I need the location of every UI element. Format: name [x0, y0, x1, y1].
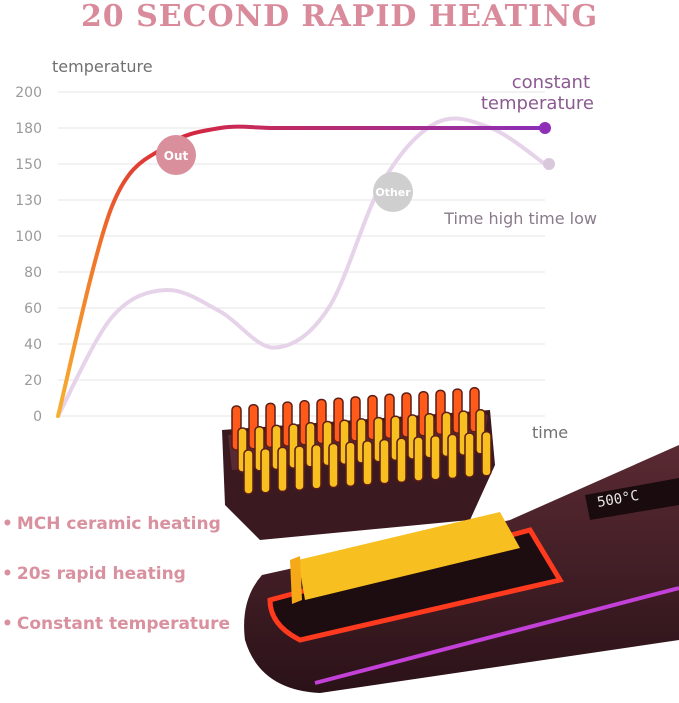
badge-other-label: Other	[375, 186, 411, 199]
bristle	[294, 445, 305, 491]
device-body: 500°C	[244, 445, 679, 693]
y-tick-label: 150	[15, 157, 42, 173]
series-out-line	[56, 124, 547, 418]
badge-out-label: Out	[164, 149, 189, 163]
y-tick-label: 80	[24, 265, 42, 281]
bristle	[362, 440, 373, 486]
annotation-constant-temperature: constant temperature	[481, 72, 594, 114]
y-axis-ticks: 0 20 40 60 80 100 130 150 180 200	[15, 85, 42, 425]
series-other-line	[56, 116, 547, 418]
y-tick-label: 20	[24, 373, 42, 389]
feature-mch-ceramic: • MCH ceramic heating	[2, 514, 221, 534]
bristle	[430, 434, 441, 481]
annotation-constant-line2: temperature	[481, 93, 594, 114]
x-axis-label: time	[532, 423, 568, 442]
badge-out: Out	[156, 135, 196, 175]
series-other-end-point	[543, 158, 555, 170]
bullet-dot: •	[2, 614, 13, 634]
badge-other: Other	[373, 172, 413, 212]
y-axis-label: temperature	[52, 57, 153, 76]
bristle	[413, 436, 424, 482]
feature-constant-temperature: • Constant temperature	[2, 614, 230, 634]
y-tick-label: 200	[15, 85, 42, 101]
feature-rapid-heating: • 20s rapid heating	[2, 564, 186, 584]
bullet-dot: •	[2, 514, 13, 534]
page-title: 20 SECOND RAPID HEATING	[80, 0, 599, 34]
brush-bristles	[231, 387, 492, 495]
brush-head	[222, 387, 495, 540]
bristle	[481, 431, 492, 477]
y-tick-label: 0	[33, 409, 42, 425]
bristle	[396, 437, 407, 484]
bristle	[277, 446, 288, 493]
bristle	[464, 432, 475, 478]
feature-label: MCH ceramic heating	[16, 514, 221, 534]
bristle	[345, 441, 356, 487]
bristle	[311, 444, 322, 490]
bristle	[243, 449, 254, 495]
y-tick-label: 40	[24, 337, 42, 353]
bristle	[447, 433, 458, 480]
bullet-dot: •	[2, 564, 13, 584]
bristle	[379, 438, 390, 485]
y-tick-label: 180	[15, 121, 42, 137]
y-tick-label: 100	[15, 229, 42, 245]
bristle	[328, 442, 339, 489]
device-display: 500°C	[596, 488, 640, 511]
series-out-end-point	[539, 122, 551, 134]
y-tick-label: 60	[24, 301, 42, 317]
annotation-time-high-low: Time high time low	[443, 209, 597, 228]
annotation-constant-line1: constant	[512, 72, 590, 93]
y-tick-label: 130	[15, 193, 42, 209]
feature-label: Constant temperature	[16, 614, 231, 634]
temperature-chart: 0 20 40 60 80 100 130 150 180 200 temperature tim…	[15, 57, 597, 442]
feature-label: 20s rapid heating	[16, 564, 186, 584]
bristle	[260, 447, 271, 494]
